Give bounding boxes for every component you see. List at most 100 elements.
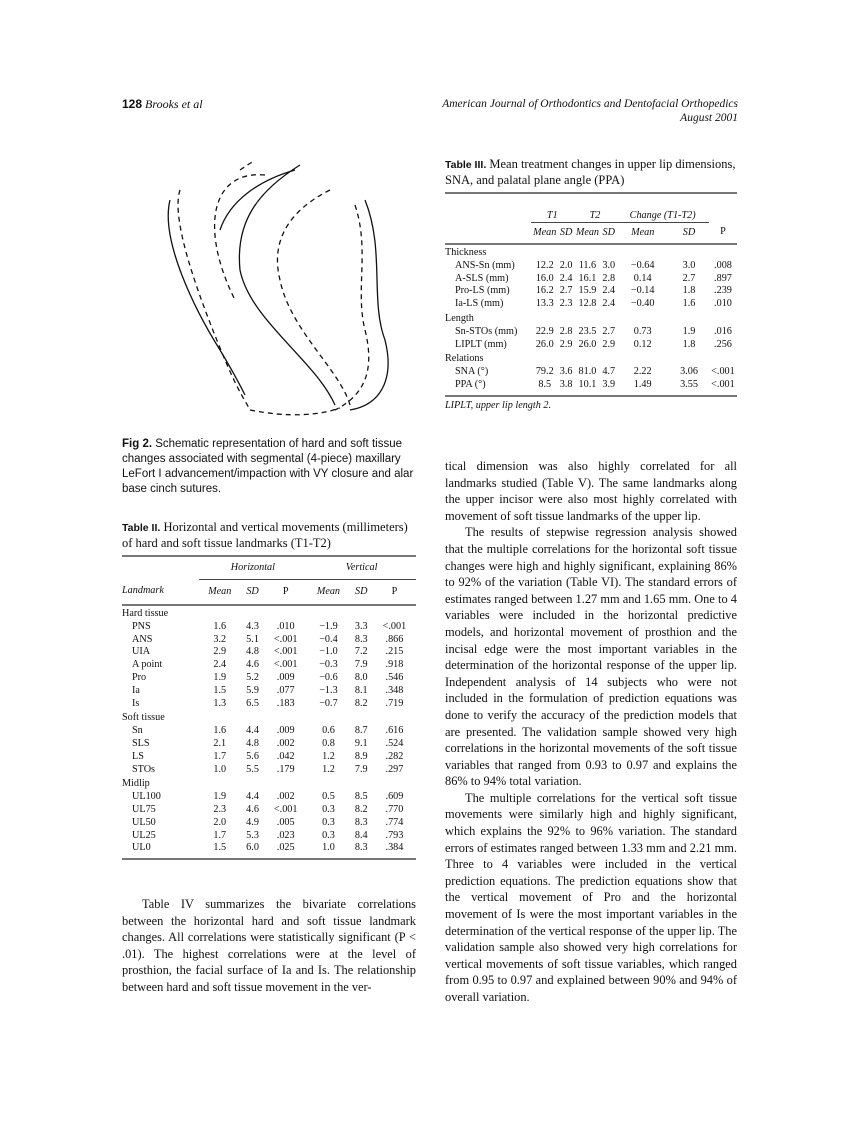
table-cell: 15.9: [578, 285, 597, 297]
table-row: A point 2.4 4.6 <.001 −0.3 7.9 .918: [122, 659, 416, 672]
table-cell: 2.7: [602, 325, 616, 337]
table-cell: 2.8: [602, 272, 616, 284]
group-header-row: T1 T2 Change (T1-T2): [445, 193, 737, 223]
table-cell: −1.3: [319, 684, 338, 696]
table-cell: Mean: [307, 579, 350, 606]
running-header-right: American Journal of Orthodontics and Den…: [442, 97, 738, 125]
table-cell: −0.14: [630, 285, 655, 297]
table-cell: <.001: [273, 646, 298, 658]
table-cell: 1.8: [682, 285, 696, 297]
table-cell: [122, 556, 199, 580]
paragraph: The multiple correlations for the vertic…: [445, 790, 737, 1004]
table-cell: 7.9: [354, 659, 368, 671]
table-cell: 8.3: [354, 842, 368, 854]
table-cell: 10.1: [578, 378, 597, 390]
table-cell: .016: [714, 325, 732, 337]
table-cell: 2.9: [213, 646, 227, 658]
table-2-caption: Table II. Horizontal and vertical moveme…: [122, 520, 416, 551]
table-cell: 2.9: [559, 338, 573, 350]
table-cell: .002: [276, 737, 295, 749]
table-row: UL100 1.9 4.4 .002 0.5 8.5 .609: [122, 791, 416, 804]
table-cell: ANS: [132, 633, 153, 645]
table-cell: 16.1: [578, 272, 597, 284]
table-cell: .616: [385, 725, 404, 737]
table-cell: SLS: [132, 737, 150, 749]
table-cell: Mean: [198, 579, 241, 606]
table-cell: 12.2: [535, 259, 554, 271]
table-cell: 1.0: [322, 842, 335, 854]
table-cell: PNS: [132, 620, 151, 632]
table-cell: .009: [276, 725, 295, 737]
table-cell: 4.6: [246, 803, 259, 815]
table-cell: 81.0: [578, 366, 597, 378]
table-cell: T2: [573, 193, 617, 223]
table-cell: T1: [530, 193, 574, 223]
table-row: UL25 1.7 5.3 .023 0.3 8.4 .793: [122, 830, 416, 843]
table-cell: 4.9: [246, 816, 259, 828]
table-cell: 2.0: [559, 259, 573, 271]
table-cell: SD: [240, 579, 265, 606]
table-cell: 11.6: [578, 259, 597, 271]
running-header-left: 128 Brooks et al: [122, 97, 203, 112]
table-cell: 1.2: [322, 763, 335, 775]
table-cell: 7.2: [354, 646, 368, 658]
table-cell: 8.3: [354, 816, 368, 828]
table-cell: 2.4: [213, 659, 227, 671]
table-cell: .023: [276, 829, 295, 841]
table-cell: .384: [385, 842, 404, 854]
table-row: UL50 2.0 4.9 .005 0.3 8.3 .774: [122, 817, 416, 830]
table-cell: .256: [714, 338, 732, 350]
table-cell: [709, 193, 737, 223]
table-cell: 2.22: [633, 366, 652, 378]
table-cell: −0.64: [630, 259, 655, 271]
table-cell: Ia: [132, 684, 140, 696]
table-cell: .183: [276, 697, 295, 709]
figure-caption: Fig 2. Schematic representation of hard …: [122, 437, 417, 497]
table-cell: 2.9: [602, 338, 616, 350]
table-cell: −1.0: [319, 646, 338, 658]
table-cell: −0.7: [319, 697, 338, 709]
table-3: Table III. Mean treatment changes in upp…: [445, 157, 737, 411]
table-row: UL0 1.5 6.0 .025 1.0 8.3 .384: [122, 842, 416, 855]
table-cell: 12.8: [578, 298, 597, 310]
table-cell: 22.9: [535, 325, 554, 337]
table-cell: SD: [349, 579, 373, 606]
table-cell: Soft tissue: [122, 712, 165, 724]
section-row: Length: [445, 311, 737, 326]
table-cell: .010: [276, 620, 295, 632]
section-row: Thickness: [445, 244, 737, 260]
table-cell: 3.9: [602, 378, 616, 390]
table-cell: SNA (°): [455, 366, 489, 378]
section-row: Soft tissue: [122, 710, 416, 725]
table-title: Horizontal and vertical movements (milli…: [122, 520, 408, 550]
table-cell: Relations: [445, 353, 484, 365]
group-header-row: Horizontal Vertical: [122, 556, 416, 580]
table-cell: 26.0: [535, 338, 554, 350]
table-cell: <.001: [273, 633, 298, 645]
table-cell: 1.6: [682, 298, 696, 310]
table-cell: .770: [385, 803, 404, 815]
table-cell: A-SLS (mm): [455, 272, 509, 284]
table-cell: .005: [276, 816, 295, 828]
table-cell: 0.3: [322, 816, 335, 828]
table-cell: 1.9: [213, 791, 227, 803]
table-cell: 0.3: [322, 803, 335, 815]
table-cell: <.001: [711, 366, 735, 378]
table-cell: 2.3: [559, 298, 573, 310]
table-cell: 0.5: [322, 791, 335, 803]
table-cell: 5.6: [246, 750, 259, 762]
issue-date: August 2001: [680, 112, 738, 124]
table-cell: 8.2: [354, 697, 368, 709]
section-row: Hard tissue: [122, 605, 416, 621]
table-row: Is 1.3 6.5 .183 −0.7 8.2 .719: [122, 698, 416, 711]
figure-caption-text: Schematic representation of hard and sof…: [122, 438, 414, 495]
table-cell: .918: [385, 659, 404, 671]
column-header-row: Mean SD Mean SD Mean SD P: [445, 222, 737, 245]
table-cell: ANS-Sn (mm): [455, 259, 515, 271]
table-cell: P: [708, 222, 737, 245]
table-3-caption: Table III. Mean treatment changes in upp…: [445, 157, 737, 188]
table-cell: 5.2: [246, 671, 259, 683]
table-cell: 6.5: [246, 697, 259, 709]
table-cell: 4.6: [246, 659, 259, 671]
table-cell: .009: [276, 671, 295, 683]
